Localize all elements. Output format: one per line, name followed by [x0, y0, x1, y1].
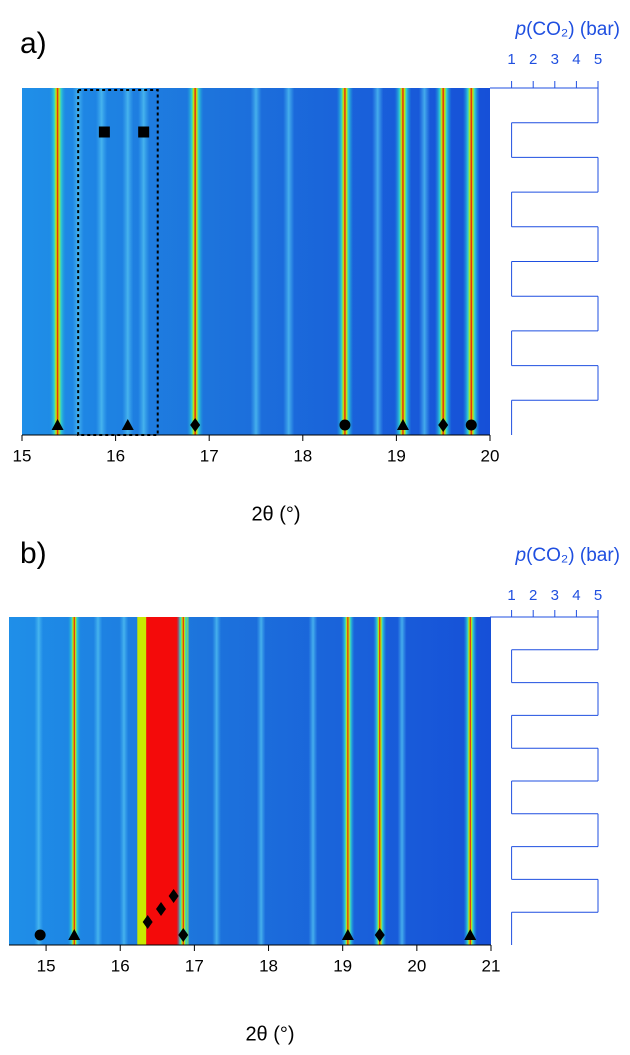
weak-peak — [212, 617, 222, 945]
panel-label: b) — [20, 537, 47, 570]
x-tick-label: 17 — [185, 956, 204, 975]
pressure-tick-label: 3 — [551, 51, 559, 68]
x-tick-label: 19 — [333, 956, 352, 975]
marker-diamond — [178, 928, 189, 942]
marker-diamond — [190, 418, 201, 432]
pressure-axis-title: p(CO₂) (bar) — [514, 545, 620, 566]
strong-peak — [341, 617, 355, 945]
marker-square — [98, 126, 110, 138]
pressure-symbol: p — [514, 545, 526, 566]
x-tick-label: 18 — [259, 956, 278, 975]
x-tick-label: 17 — [200, 446, 219, 465]
strong-peak — [336, 88, 354, 435]
marker-square — [138, 126, 150, 138]
weak-peak — [397, 617, 407, 945]
pressure-unit: (CO₂) (bar) — [526, 19, 620, 40]
weak-peak — [372, 88, 384, 435]
weak-peak — [418, 88, 431, 435]
weak-peak — [283, 88, 295, 435]
pressure-tick-label: 5 — [594, 51, 602, 68]
pressure-tick-label: 2 — [529, 51, 537, 68]
strong-peak — [463, 617, 477, 945]
marker-triangle — [396, 419, 409, 430]
pressure-symbol: p — [514, 19, 526, 40]
weak-peak — [72, 88, 84, 435]
marker-circle — [339, 419, 351, 431]
marker-diamond — [374, 928, 385, 942]
weak-peak — [119, 617, 129, 945]
strong-peak — [394, 88, 412, 435]
x-tick-label: 15 — [37, 956, 56, 975]
marker-circle — [465, 419, 477, 431]
marker-triangle — [121, 419, 134, 430]
pressure-tick-label: 5 — [594, 587, 602, 604]
x-axis-label: 2θ (°) — [245, 1023, 294, 1045]
x-tick-label: 20 — [481, 446, 500, 465]
marker-diamond — [438, 418, 449, 432]
strong-peak — [462, 88, 480, 435]
x-tick-label: 20 — [407, 956, 426, 975]
strong-peak — [186, 88, 204, 435]
marker-diamond — [168, 889, 179, 903]
marker-circle — [34, 929, 46, 941]
weak-peak — [138, 88, 150, 435]
weak-peak — [250, 88, 262, 435]
x-tick-label: 16 — [106, 446, 125, 465]
marker-triangle — [51, 419, 64, 430]
weak-peak — [93, 617, 103, 945]
weak-peak — [122, 88, 134, 435]
strong-peak — [67, 617, 81, 945]
marker-diamond — [142, 915, 153, 929]
pressure-tick-label: 3 — [551, 587, 559, 604]
x-tick-label: 19 — [387, 446, 406, 465]
strong-peak — [373, 617, 387, 945]
marker-triangle — [464, 929, 477, 940]
pressure-tick-label: 2 — [529, 587, 537, 604]
pressure-axis-title: p(CO₂) (bar) — [514, 19, 620, 40]
x-axis-label: 2θ (°) — [251, 503, 300, 525]
marker-triangle — [341, 929, 354, 940]
weak-peak — [34, 617, 44, 945]
strong-peak — [434, 88, 452, 435]
pressure-tick-label: 4 — [572, 587, 580, 604]
marker-triangle — [68, 929, 81, 940]
panel-label: a) — [20, 27, 47, 60]
pressure-unit: (CO₂) (bar) — [526, 545, 620, 566]
x-tick-label: 18 — [293, 446, 312, 465]
weak-peak — [95, 88, 108, 435]
pressure-tick-label: 4 — [572, 51, 580, 68]
heatmap-background — [9, 617, 491, 945]
x-tick-label: 15 — [13, 446, 32, 465]
marker-diamond — [156, 902, 167, 916]
pressure-tick-label: 1 — [507, 587, 515, 604]
weak-peak — [256, 617, 266, 945]
weak-peak — [308, 617, 318, 945]
x-tick-label: 21 — [482, 956, 501, 975]
pressure-tick-label: 1 — [507, 51, 515, 68]
strong-peak — [49, 88, 66, 435]
strong-peak — [176, 617, 190, 945]
x-tick-label: 16 — [111, 956, 130, 975]
